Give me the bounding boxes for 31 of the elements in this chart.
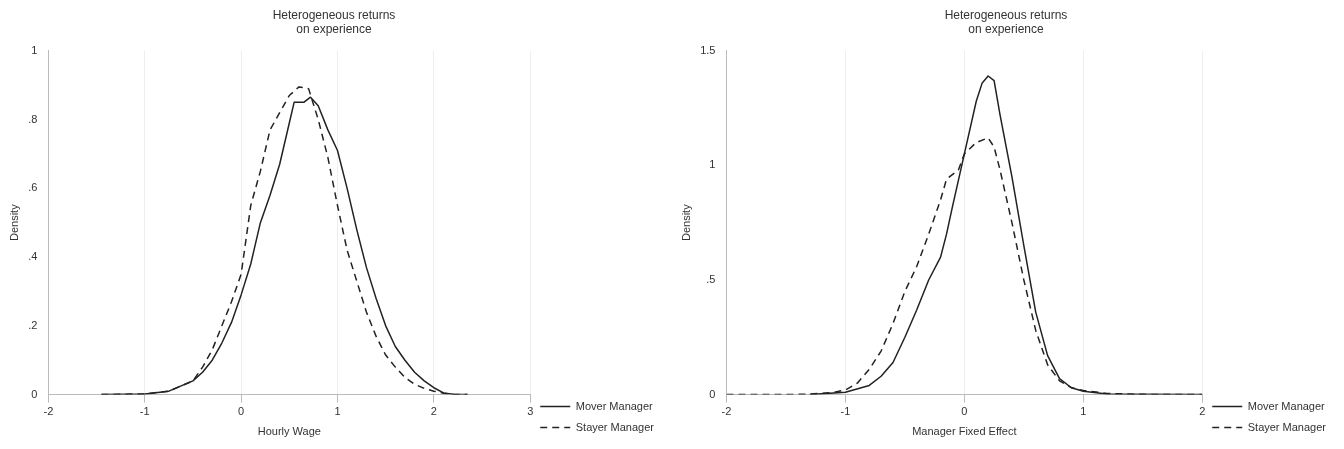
x-tick-label: -1 [139,405,150,418]
x-tick-label: 0 [238,405,245,418]
y-axis-title: Density [679,203,692,242]
x-tick-label: 2 [430,405,437,418]
y-tick-label: 1 [31,43,38,56]
y-tick-label: .5 [706,273,716,286]
x-tick-label: 2 [1199,405,1206,418]
y-tick-label: .6 [28,181,38,194]
legend-label: Stayer Manager [1247,420,1327,433]
y-tick-label: .8 [28,112,38,125]
y-tick-label: 0 [31,387,38,400]
chart-title: Heterogeneous returns on experience [944,7,1068,36]
y-tick-label: .2 [28,318,38,331]
x-tick-label: -2 [721,405,732,418]
x-tick-label: -1 [840,405,851,418]
x-tick-label: 0 [961,405,968,418]
y-axis-title: Density [7,203,20,242]
chart-title: Heterogeneous returns on experience [272,7,396,36]
legend-label: Stayer Manager [575,420,655,433]
legend-label: Mover Manager [575,399,654,412]
x-tick-label: 1 [334,405,341,418]
y-tick-label: 1.5 [700,43,716,56]
x-axis-title: Hourly Wage [257,425,321,438]
legend-label: Mover Manager [1247,399,1326,412]
y-tick-label: 0 [709,387,716,400]
x-axis-title: Manager Fixed Effect [912,425,1017,438]
x-tick-label: 3 [527,405,534,418]
x-tick-label: 1 [1080,405,1087,418]
x-tick-label: -2 [43,405,54,418]
y-tick-label: 1 [709,158,716,171]
y-tick-label: .4 [28,250,38,263]
